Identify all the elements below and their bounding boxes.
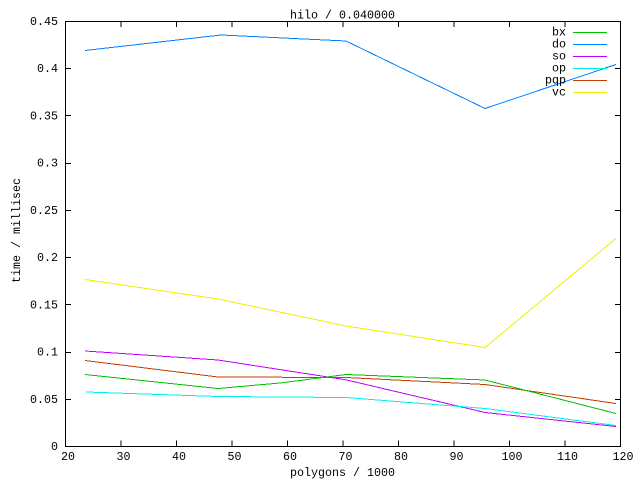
svg-text:80: 80	[394, 450, 408, 464]
svg-text:40: 40	[172, 450, 186, 464]
svg-text:110: 110	[557, 450, 578, 464]
svg-text:0: 0	[51, 440, 58, 454]
svg-text:120: 120	[613, 450, 634, 464]
svg-text:20: 20	[61, 450, 75, 464]
svg-text:0.35: 0.35	[30, 110, 58, 124]
svg-text:vc: vc	[552, 86, 566, 100]
svg-text:60: 60	[283, 450, 297, 464]
svg-text:0.4: 0.4	[37, 62, 58, 76]
svg-text:0.15: 0.15	[30, 299, 58, 313]
svg-text:polygons / 1000: polygons / 1000	[290, 466, 395, 480]
svg-text:so: so	[552, 50, 566, 64]
svg-text:0.2: 0.2	[37, 251, 58, 265]
svg-text:op: op	[552, 62, 566, 76]
svg-text:90: 90	[450, 450, 464, 464]
svg-text:time / millisec: time / millisec	[10, 178, 24, 283]
svg-text:do: do	[552, 38, 566, 52]
svg-text:50: 50	[228, 450, 242, 464]
svg-text:0.05: 0.05	[30, 393, 58, 407]
svg-text:100: 100	[502, 450, 523, 464]
svg-text:0.3: 0.3	[37, 157, 58, 171]
svg-text:0.1: 0.1	[37, 346, 58, 360]
svg-text:0.45: 0.45	[30, 15, 58, 29]
svg-text:bx: bx	[552, 26, 566, 40]
svg-text:0.25: 0.25	[30, 204, 58, 218]
svg-text:30: 30	[117, 450, 131, 464]
svg-text:pqp: pqp	[545, 74, 566, 88]
svg-text:hilo / 0.040000: hilo / 0.040000	[290, 9, 395, 23]
svg-text:70: 70	[339, 450, 353, 464]
